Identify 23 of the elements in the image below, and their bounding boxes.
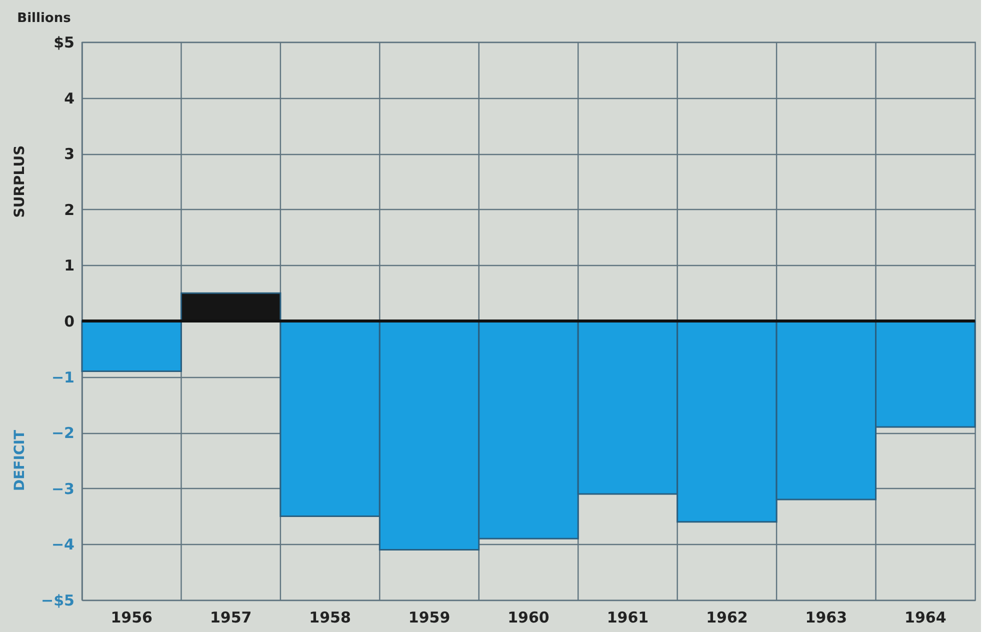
y-tick-label: $5 — [54, 34, 74, 52]
y-tick-label: −4 — [51, 536, 74, 554]
y-tick-label: −2 — [51, 424, 74, 442]
x-tick-label: 1958 — [309, 608, 351, 626]
text: Billions — [17, 11, 72, 26]
x-tick-label: 1964 — [904, 608, 946, 626]
y-tick-label: 1 — [64, 256, 74, 275]
y-tick-label: 0 — [64, 312, 74, 330]
x-tick-label: 1962 — [706, 608, 748, 626]
y-tick-label: 4 — [64, 89, 74, 108]
y-tick-label: −$5 — [41, 592, 74, 610]
x-tick-label: 1963 — [805, 608, 848, 626]
text: DEFICIT — [12, 430, 28, 491]
x-tick-label: 1959 — [408, 608, 450, 626]
y-tick-label: −3 — [51, 480, 74, 498]
x-tick-label: 1960 — [508, 608, 550, 626]
y-tick-label: 3 — [64, 145, 74, 164]
y-tick-label: 2 — [64, 200, 74, 219]
text: SURPLUS — [12, 145, 28, 218]
x-tick-label: 1956 — [110, 608, 152, 626]
x-tick-label: 1961 — [606, 608, 649, 626]
y-tick-label: −1 — [51, 368, 74, 386]
x-tick-label: 1957 — [210, 608, 252, 626]
